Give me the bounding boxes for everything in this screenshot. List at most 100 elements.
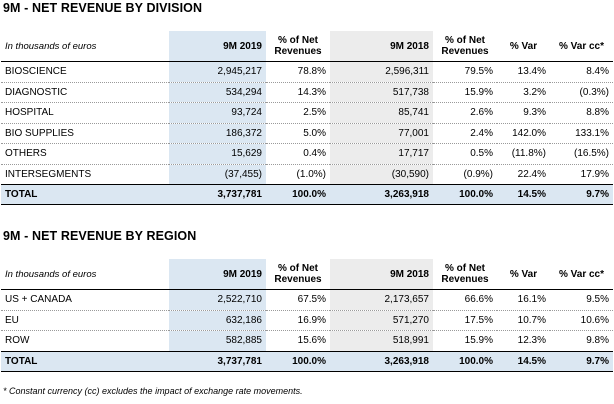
region-col-2018: 9M 2018 (330, 259, 433, 290)
division-table: In thousands of euros 9M 2019 % of Net R… (1, 31, 613, 205)
cell-varcc: (0.3%) (550, 82, 613, 103)
cell-p2019: 78.8% (266, 61, 330, 83)
total-varcc: 9.7% (550, 350, 613, 372)
cell-v2018: 571,270 (330, 310, 433, 331)
table-row: OTHERS 15,629 0.4% 17,717 0.5% (11.8%) (16.5%) (1, 143, 613, 165)
total-p2019: 100.0% (266, 184, 330, 205)
cell-v2019: 186,372 (169, 123, 266, 144)
cell-p2018: 17.5% (433, 310, 497, 331)
cell-var: 16.1% (497, 289, 550, 311)
division-col-var: % Var (497, 31, 550, 62)
table-row: DIAGNOSTIC 534,294 14.3% 517,738 15.9% 3.2% (0… (1, 82, 613, 103)
cell-var: 13.4% (497, 61, 550, 83)
total-v2019: 3,737,781 (169, 184, 266, 205)
cell-var: 12.3% (497, 330, 550, 352)
cell-p2019: 67.5% (266, 289, 330, 311)
table-row: INTERSEGMENTS (37,455) (1.0%) (30,590) (0.9%… (1, 164, 613, 185)
row-label: BIOSCIENCE (1, 61, 169, 83)
table-row: US + CANADA 2,522,710 67.5% 2,173,657 66.6% 1… (1, 289, 613, 311)
table-row: HOSPITAL 93,724 2.5% 85,741 2.6% 9.3% 8.8% (1, 102, 613, 124)
total-v2018: 3,263,918 (330, 184, 433, 205)
footnote: * Constant currency (cc) excludes the im… (3, 386, 303, 396)
row-label: EU (1, 310, 169, 331)
cell-varcc: 133.1% (550, 123, 613, 144)
cell-p2018: 79.5% (433, 61, 497, 83)
cell-p2018: 2.4% (433, 123, 497, 144)
cell-p2018: 15.9% (433, 330, 497, 352)
cell-varcc: 9.5% (550, 289, 613, 311)
division-header-row: In thousands of euros 9M 2019 % of Net R… (1, 31, 613, 62)
division-section-title: 9M - NET REVENUE BY DIVISION (3, 1, 203, 15)
cell-var: 9.3% (497, 102, 550, 124)
total-v2018: 3,263,918 (330, 350, 433, 372)
total-var: 14.5% (497, 184, 550, 205)
cell-v2018: (30,590) (330, 164, 433, 185)
total-row: TOTAL 3,737,781 100.0% 3,263,918 100.0% 14.5%… (1, 184, 613, 205)
cell-p2019: (1.0%) (266, 164, 330, 185)
row-label: DIAGNOSTIC (1, 82, 169, 103)
cell-v2018: 77,001 (330, 123, 433, 144)
cell-varcc: 8.4% (550, 61, 613, 83)
total-var: 14.5% (497, 350, 550, 372)
cell-v2018: 2,596,311 (330, 61, 433, 83)
cell-v2019: 2,522,710 (169, 289, 266, 311)
cell-var: (11.8%) (497, 143, 550, 165)
cell-p2019: 2.5% (266, 102, 330, 124)
cell-v2019: 582,885 (169, 330, 266, 352)
cell-v2019: 632,186 (169, 310, 266, 331)
total-label: TOTAL (1, 350, 169, 372)
division-col-pct-2019: % of Net Revenues (266, 31, 330, 62)
cell-varcc: 9.8% (550, 330, 613, 352)
cell-var: 142.0% (497, 123, 550, 144)
cell-v2019: 15,629 (169, 143, 266, 165)
cell-v2019: 534,294 (169, 82, 266, 103)
total-row: TOTAL 3,737,781 100.0% 3,263,918 100.0% 14.5%… (1, 350, 613, 372)
region-col-var-cc: % Var cc* (550, 259, 613, 290)
cell-v2018: 17,717 (330, 143, 433, 165)
cell-v2018: 517,738 (330, 82, 433, 103)
row-label: BIO SUPPLIES (1, 123, 169, 144)
total-p2018: 100.0% (433, 350, 497, 372)
region-units-label: In thousands of euros (1, 259, 169, 290)
total-p2018: 100.0% (433, 184, 497, 205)
cell-p2019: 5.0% (266, 123, 330, 144)
cell-varcc: 17.9% (550, 164, 613, 185)
cell-v2019: 93,724 (169, 102, 266, 124)
cell-p2018: (0.9%) (433, 164, 497, 185)
region-section-title: 9M - NET REVENUE BY REGION (3, 229, 197, 243)
region-col-var: % Var (497, 259, 550, 290)
table-row: BIOSCIENCE 2,945,217 78.8% 2,596,311 79.5% 13… (1, 61, 613, 83)
cell-p2019: 15.6% (266, 330, 330, 352)
division-col-pct-2018: % of Net Revenues (433, 31, 497, 62)
cell-v2018: 2,173,657 (330, 289, 433, 311)
region-col-2019: 9M 2019 (169, 259, 266, 290)
cell-varcc: 10.6% (550, 310, 613, 331)
cell-v2019: 2,945,217 (169, 61, 266, 83)
region-col-pct-2018: % of Net Revenues (433, 259, 497, 290)
cell-p2019: 16.9% (266, 310, 330, 331)
cell-v2019: (37,455) (169, 164, 266, 185)
table-row: EU 632,186 16.9% 571,270 17.5% 10.7% 10.6% (1, 310, 613, 331)
cell-p2019: 0.4% (266, 143, 330, 165)
total-label: TOTAL (1, 184, 169, 205)
cell-p2018: 0.5% (433, 143, 497, 165)
row-label: US + CANADA (1, 289, 169, 311)
cell-v2018: 85,741 (330, 102, 433, 124)
cell-var: 22.4% (497, 164, 550, 185)
division-col-2019: 9M 2019 (169, 31, 266, 62)
division-col-2018: 9M 2018 (330, 31, 433, 62)
cell-var: 3.2% (497, 82, 550, 103)
table-row: ROW 582,885 15.6% 518,991 15.9% 12.3% 9.8% (1, 330, 613, 352)
cell-varcc: (16.5%) (550, 143, 613, 165)
division-col-var-cc: % Var cc* (550, 31, 613, 62)
total-varcc: 9.7% (550, 184, 613, 205)
division-units-label: In thousands of euros (1, 31, 169, 62)
total-v2019: 3,737,781 (169, 350, 266, 372)
table-row: BIO SUPPLIES 186,372 5.0% 77,001 2.4% 142.0% 1… (1, 123, 613, 144)
cell-p2019: 14.3% (266, 82, 330, 103)
row-label: ROW (1, 330, 169, 352)
cell-p2018: 66.6% (433, 289, 497, 311)
region-header-row: In thousands of euros 9M 2019 % of Net R… (1, 259, 613, 290)
row-label: OTHERS (1, 143, 169, 165)
row-label: INTERSEGMENTS (1, 164, 169, 185)
